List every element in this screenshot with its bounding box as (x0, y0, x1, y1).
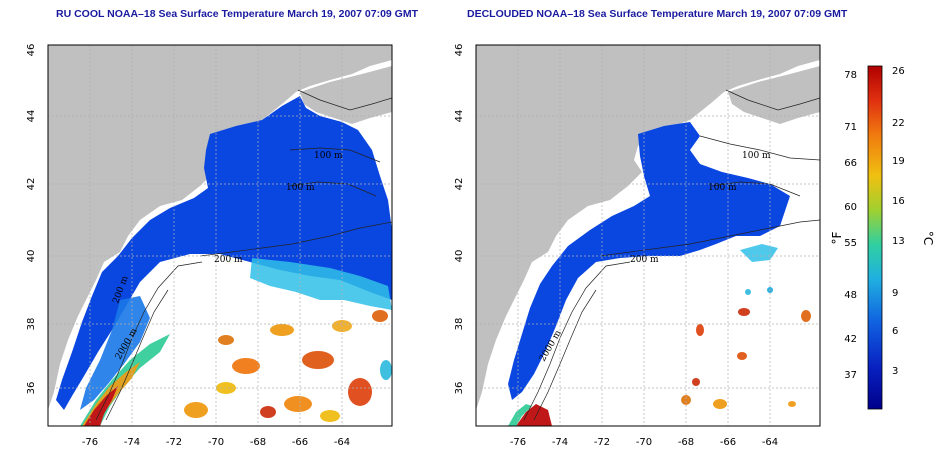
left-y-tick: 44 (26, 110, 37, 123)
right-x-tick: -70 (636, 437, 652, 448)
left-nova-scotia (300, 66, 392, 124)
right-x-tick: -66 (720, 437, 736, 448)
right-gulf-stream-edge (508, 404, 532, 426)
colorbar-gradient (867, 65, 883, 410)
left-plot-frame (47, 44, 393, 427)
right-nova-scotia (728, 66, 820, 124)
colorbar-f-tick: 71 (844, 122, 857, 133)
right-y-tick: 38 (454, 318, 465, 331)
right-x-tick: -64 (762, 437, 778, 448)
colorbar-f-tick: 78 (844, 70, 857, 81)
left-contour-label-3: 200 m (214, 255, 243, 265)
right-x-axis: -76 -74 -72 -70 -68 -66 -64 (510, 437, 778, 448)
left-cool-water (250, 258, 392, 310)
colorbar-c-tick: 22 (892, 118, 905, 129)
left-shelf-water (80, 296, 150, 410)
right-x-tick: -74 (552, 437, 568, 448)
left-map (48, 45, 392, 426)
left-panel-title: RU COOL NOAA–18 Sea Surface Temperature … (56, 8, 419, 20)
left-y-tick: 40 (26, 250, 37, 263)
right-contour-label-3: 200 m (630, 255, 659, 265)
left-contour-label-1: 100 m (314, 151, 343, 161)
colorbar-f-tick: 42 (844, 334, 857, 345)
right-y-tick: 36 (454, 382, 465, 395)
colorbar-f-tick: 48 (844, 290, 857, 301)
right-gulf-stream (516, 404, 552, 426)
left-contour-label-2: 100 m (286, 183, 315, 193)
colorbar-c-tick: 26 (892, 66, 905, 77)
left-x-tick: -76 (82, 437, 98, 448)
right-y-axis: 36 38 40 42 44 46 (454, 44, 465, 395)
colorbar-c-tick: 13 (892, 236, 905, 247)
right-cold-water (508, 122, 790, 400)
left-y-tick: 38 (26, 318, 37, 331)
colorbar-c-tick: 9 (892, 288, 898, 299)
left-x-tick: -68 (250, 437, 266, 448)
right-depth-contours (523, 89, 820, 421)
right-y-tick: 42 (454, 178, 465, 191)
right-contour-label-1: 100 m (742, 151, 771, 161)
colorbar-f-tick: 60 (844, 202, 857, 213)
colorbar-fahrenheit-ticks: 78 71 66 60 55 48 42 37 (844, 70, 857, 381)
left-x-axis: -76 -74 -72 -70 -68 -66 -64 (82, 437, 350, 448)
fahrenheit-label: °F (830, 231, 844, 244)
colorbar-f-tick: 55 (844, 238, 857, 249)
left-gulf-stream-core (84, 386, 118, 426)
left-warm-patches (184, 310, 392, 422)
right-panel-title: DECLOUDED NOAA–18 Sea Surface Temperatur… (467, 8, 848, 20)
left-x-tick: -74 (124, 437, 140, 448)
right-y-tick: 40 (454, 250, 465, 263)
colorbar-c-tick: 19 (892, 156, 905, 167)
left-x-tick: -72 (166, 437, 182, 448)
left-x-tick: -66 (292, 437, 308, 448)
right-y-tick: 44 (454, 110, 465, 123)
right-grid (476, 45, 820, 426)
left-x-tick: -64 (334, 437, 350, 448)
right-contour-label-2: 100 m (708, 183, 737, 193)
right-plot-frame (475, 44, 821, 427)
left-y-tick: 42 (26, 178, 37, 191)
colorbar-c-tick: 16 (892, 196, 905, 207)
left-grid (48, 45, 392, 426)
right-cool-water (740, 244, 778, 262)
left-land (48, 45, 392, 410)
right-map (476, 45, 820, 426)
colorbar-c-tick: 3 (892, 366, 898, 377)
left-y-tick: 36 (26, 382, 37, 395)
right-y-tick: 46 (454, 44, 465, 57)
right-x-tick: -76 (510, 437, 526, 448)
colorbar: 78 71 66 60 55 48 42 37 26 22 19 16 13 9… (830, 65, 935, 410)
colorbar-celsius-ticks: 26 22 19 16 13 9 6 3 (892, 66, 905, 377)
colorbar-f-tick: 37 (844, 370, 857, 381)
right-land (476, 45, 820, 410)
right-x-tick: -68 (678, 437, 694, 448)
colorbar-f-tick: 66 (844, 158, 857, 169)
right-warm-patches (681, 287, 811, 409)
left-y-axis: 36 38 40 42 44 46 (26, 44, 37, 395)
celsius-label: °C (921, 231, 935, 245)
left-depth-contours (95, 89, 392, 421)
colorbar-c-tick: 6 (892, 326, 898, 337)
right-x-tick: -72 (594, 437, 610, 448)
left-y-tick: 46 (26, 44, 37, 57)
left-x-tick: -70 (208, 437, 224, 448)
